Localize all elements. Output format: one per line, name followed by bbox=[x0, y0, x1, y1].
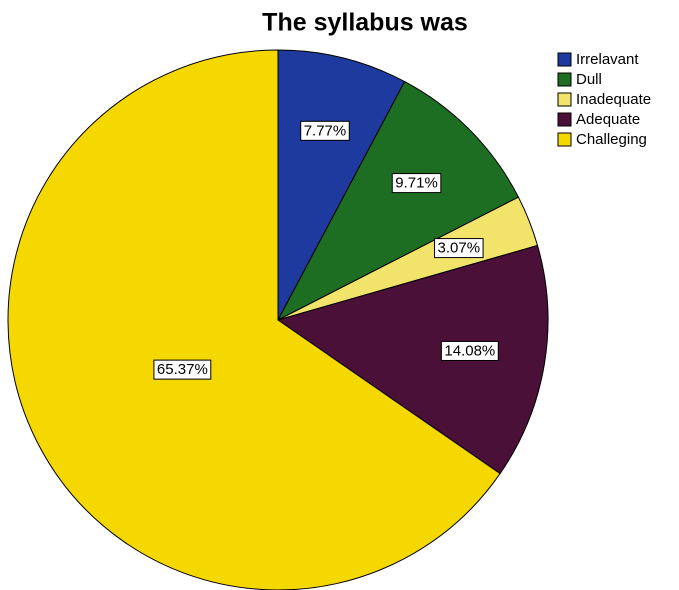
data-label-box bbox=[153, 359, 212, 380]
data-label: 9.71% bbox=[395, 175, 438, 192]
legend-label: Irrelavant bbox=[576, 51, 639, 68]
chart-title: The syllabus was bbox=[262, 9, 468, 37]
data-label: 7.77% bbox=[304, 122, 347, 139]
data-label: 3.07% bbox=[438, 240, 481, 257]
legend-label: Dull bbox=[576, 71, 602, 88]
data-label-box bbox=[391, 173, 442, 194]
data-label-box bbox=[434, 238, 484, 259]
legend-label: Inadequate bbox=[576, 91, 651, 108]
data-label: 14.08% bbox=[444, 342, 495, 359]
legend-swatch bbox=[557, 52, 572, 67]
data-label-box bbox=[440, 340, 499, 361]
pie-slice bbox=[7, 49, 501, 590]
pie-slice bbox=[276, 80, 520, 322]
data-label: 65.37% bbox=[157, 361, 208, 378]
legend-label: Adequate bbox=[576, 111, 640, 128]
legend-swatch bbox=[557, 112, 572, 127]
legend-label: Challeging bbox=[576, 131, 647, 148]
data-label-box bbox=[300, 120, 350, 141]
legend-swatch bbox=[557, 92, 572, 107]
pie-slice bbox=[276, 244, 549, 475]
legend-swatch bbox=[557, 72, 572, 87]
pie-slice bbox=[277, 49, 406, 321]
legend-swatch bbox=[557, 132, 572, 147]
